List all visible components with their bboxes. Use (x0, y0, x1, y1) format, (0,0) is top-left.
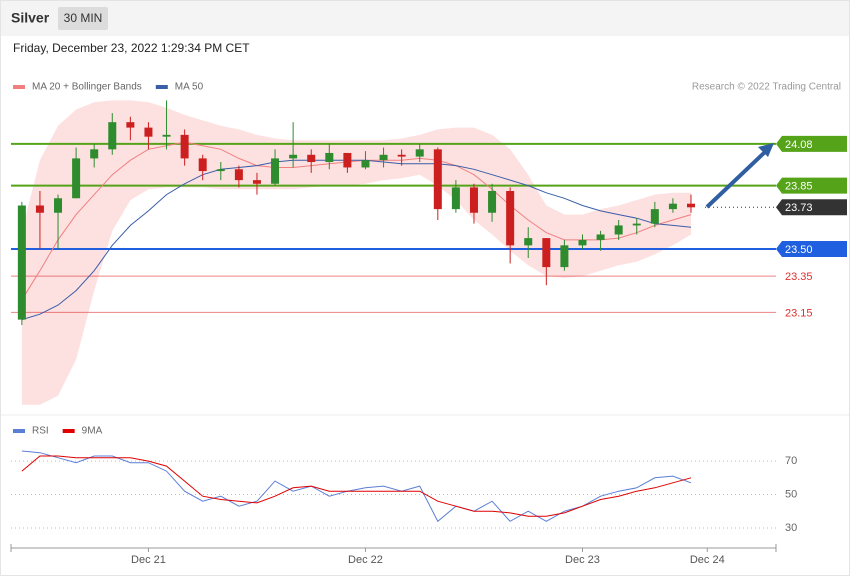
y-tick-label: 70 (785, 455, 797, 467)
level-tag (776, 177, 847, 194)
arrow-head (758, 143, 774, 157)
candle-body (488, 191, 497, 213)
level-label: 23.15 (785, 307, 813, 319)
candle-body (415, 149, 424, 157)
candle-body (289, 154, 298, 159)
bollinger-band (21, 100, 691, 405)
title: Silver (11, 10, 50, 26)
candle-body (325, 152, 334, 163)
ma-line (21, 141, 692, 300)
candle-body (35, 205, 44, 213)
candle-body (524, 238, 533, 246)
legend-label: MA 50 (175, 82, 204, 93)
candle-body (198, 158, 207, 172)
candle-body (216, 169, 225, 172)
candle-body (144, 127, 153, 137)
candle-body (126, 122, 135, 128)
candle-body (108, 122, 117, 150)
candle-body (650, 209, 659, 224)
candle-body (271, 158, 280, 184)
candle-body (234, 169, 243, 181)
candle-body (343, 152, 352, 168)
candle-body (578, 239, 587, 246)
candle-body (614, 225, 623, 235)
level-label: 23.50 (785, 244, 813, 256)
legend-swatch (13, 85, 25, 89)
level-label: 23.73 (785, 202, 813, 214)
candle-body (252, 180, 261, 184)
candle-body (632, 223, 641, 226)
legend-swatch (62, 429, 75, 433)
level-tag (776, 240, 847, 257)
plot-layer: MA 20 + Bollinger Bands MA 50 24.08 23.85 23… (10, 82, 847, 566)
y-tick-label: 30 (785, 522, 797, 534)
timeframe[interactable]: 30 MIN (64, 11, 103, 25)
candle-body (17, 205, 26, 320)
candle-body (54, 198, 63, 213)
level-label: 23.85 (785, 180, 813, 192)
candle-body (451, 187, 460, 210)
candle-body (687, 203, 695, 208)
x-tick-label: Dec 23 (565, 554, 600, 566)
candle-body (307, 154, 316, 163)
level-tag (776, 199, 847, 216)
candle-body (162, 134, 171, 137)
timeframe-button[interactable] (58, 7, 108, 30)
legend-label: RSI (32, 426, 49, 437)
header-bar (1, 1, 849, 36)
candle-body (72, 158, 81, 199)
series-line (21, 455, 692, 517)
x-tick-label: Dec 21 (131, 554, 166, 566)
legend-label: MA 20 + Bollinger Bands (32, 82, 142, 93)
x-tick-label: Dec 24 (690, 554, 725, 566)
candle-body (180, 134, 189, 159)
ma-line (21, 159, 692, 321)
candle-body (361, 160, 370, 168)
y-tick-label: 50 (785, 488, 797, 500)
candle-body (379, 154, 388, 161)
candle-body (397, 154, 406, 157)
legend-swatch (13, 429, 25, 433)
level-label: 24.08 (785, 139, 813, 151)
x-tick-label: Dec 22 (348, 554, 383, 566)
legend-swatch (155, 85, 168, 89)
candle-body (90, 149, 99, 159)
level-tag (776, 135, 847, 152)
candle-body (596, 234, 605, 240)
candle-body (542, 238, 551, 268)
arrow (705, 149, 768, 209)
level-label: 23.35 (785, 271, 813, 283)
credit: Research © 2022 Trading Central (692, 82, 841, 93)
date: Friday, December 23, 2022 1:29:34 PM CET (13, 41, 250, 55)
candle-body (469, 187, 478, 213)
candle-body (668, 203, 677, 210)
candle-body (433, 149, 442, 210)
legend-label: 9MA (82, 426, 103, 437)
candle-body (506, 191, 515, 246)
candle-body (560, 245, 569, 268)
